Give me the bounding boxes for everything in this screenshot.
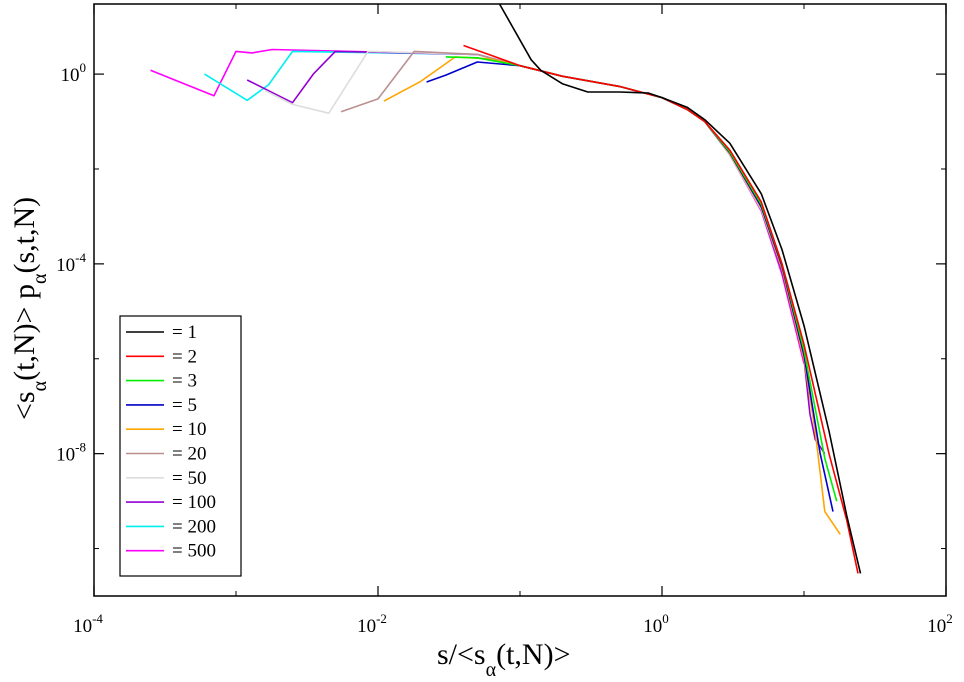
legend-box [119, 315, 242, 577]
series-line [204, 50, 783, 272]
series-line [150, 48, 805, 364]
series-line [498, 4, 862, 574]
series-line [426, 61, 834, 512]
x-tick-label: 100 [643, 611, 669, 637]
series-line [340, 50, 805, 359]
y-axis-title: <sα(t,N)> pα(s,t,N) [8, 197, 51, 420]
series-line [264, 50, 783, 269]
y-tick-label: 10-4 [56, 250, 86, 276]
legend-label: = 20 [172, 444, 206, 465]
legend-label: = 100 [172, 492, 216, 513]
legend-label: = 3 [172, 371, 197, 392]
series-line [246, 50, 826, 455]
x-tick-label: 10-2 [357, 611, 387, 637]
x-tick-label: 10-4 [73, 611, 103, 637]
axis-ticks: 10-4 10-2 100 102 100 10-4 10-8 [56, 4, 953, 637]
series-line [383, 56, 841, 535]
legend-label: = 50 [172, 468, 206, 489]
legend-label: = 1 [172, 322, 197, 343]
legend-label: = 10 [172, 419, 206, 440]
y-tick-label: 100 [61, 60, 87, 86]
y-tick-label: 10-8 [56, 440, 86, 466]
series-line [463, 44, 859, 574]
legend-label: = 200 [172, 516, 216, 537]
x-tick-label: 102 [927, 611, 953, 637]
series-layer [150, 4, 862, 574]
legend-label: = 500 [172, 541, 216, 562]
legend: = 1 = 2 = 3 = 5 = 10 = 20 = 50 = 100 = 200 = 500 [119, 315, 242, 577]
x-axis-title: s/<sα(t,N)> [437, 638, 571, 681]
legend-label: = 2 [172, 346, 197, 367]
series-line [445, 56, 838, 502]
legend-label: = 5 [172, 395, 197, 416]
